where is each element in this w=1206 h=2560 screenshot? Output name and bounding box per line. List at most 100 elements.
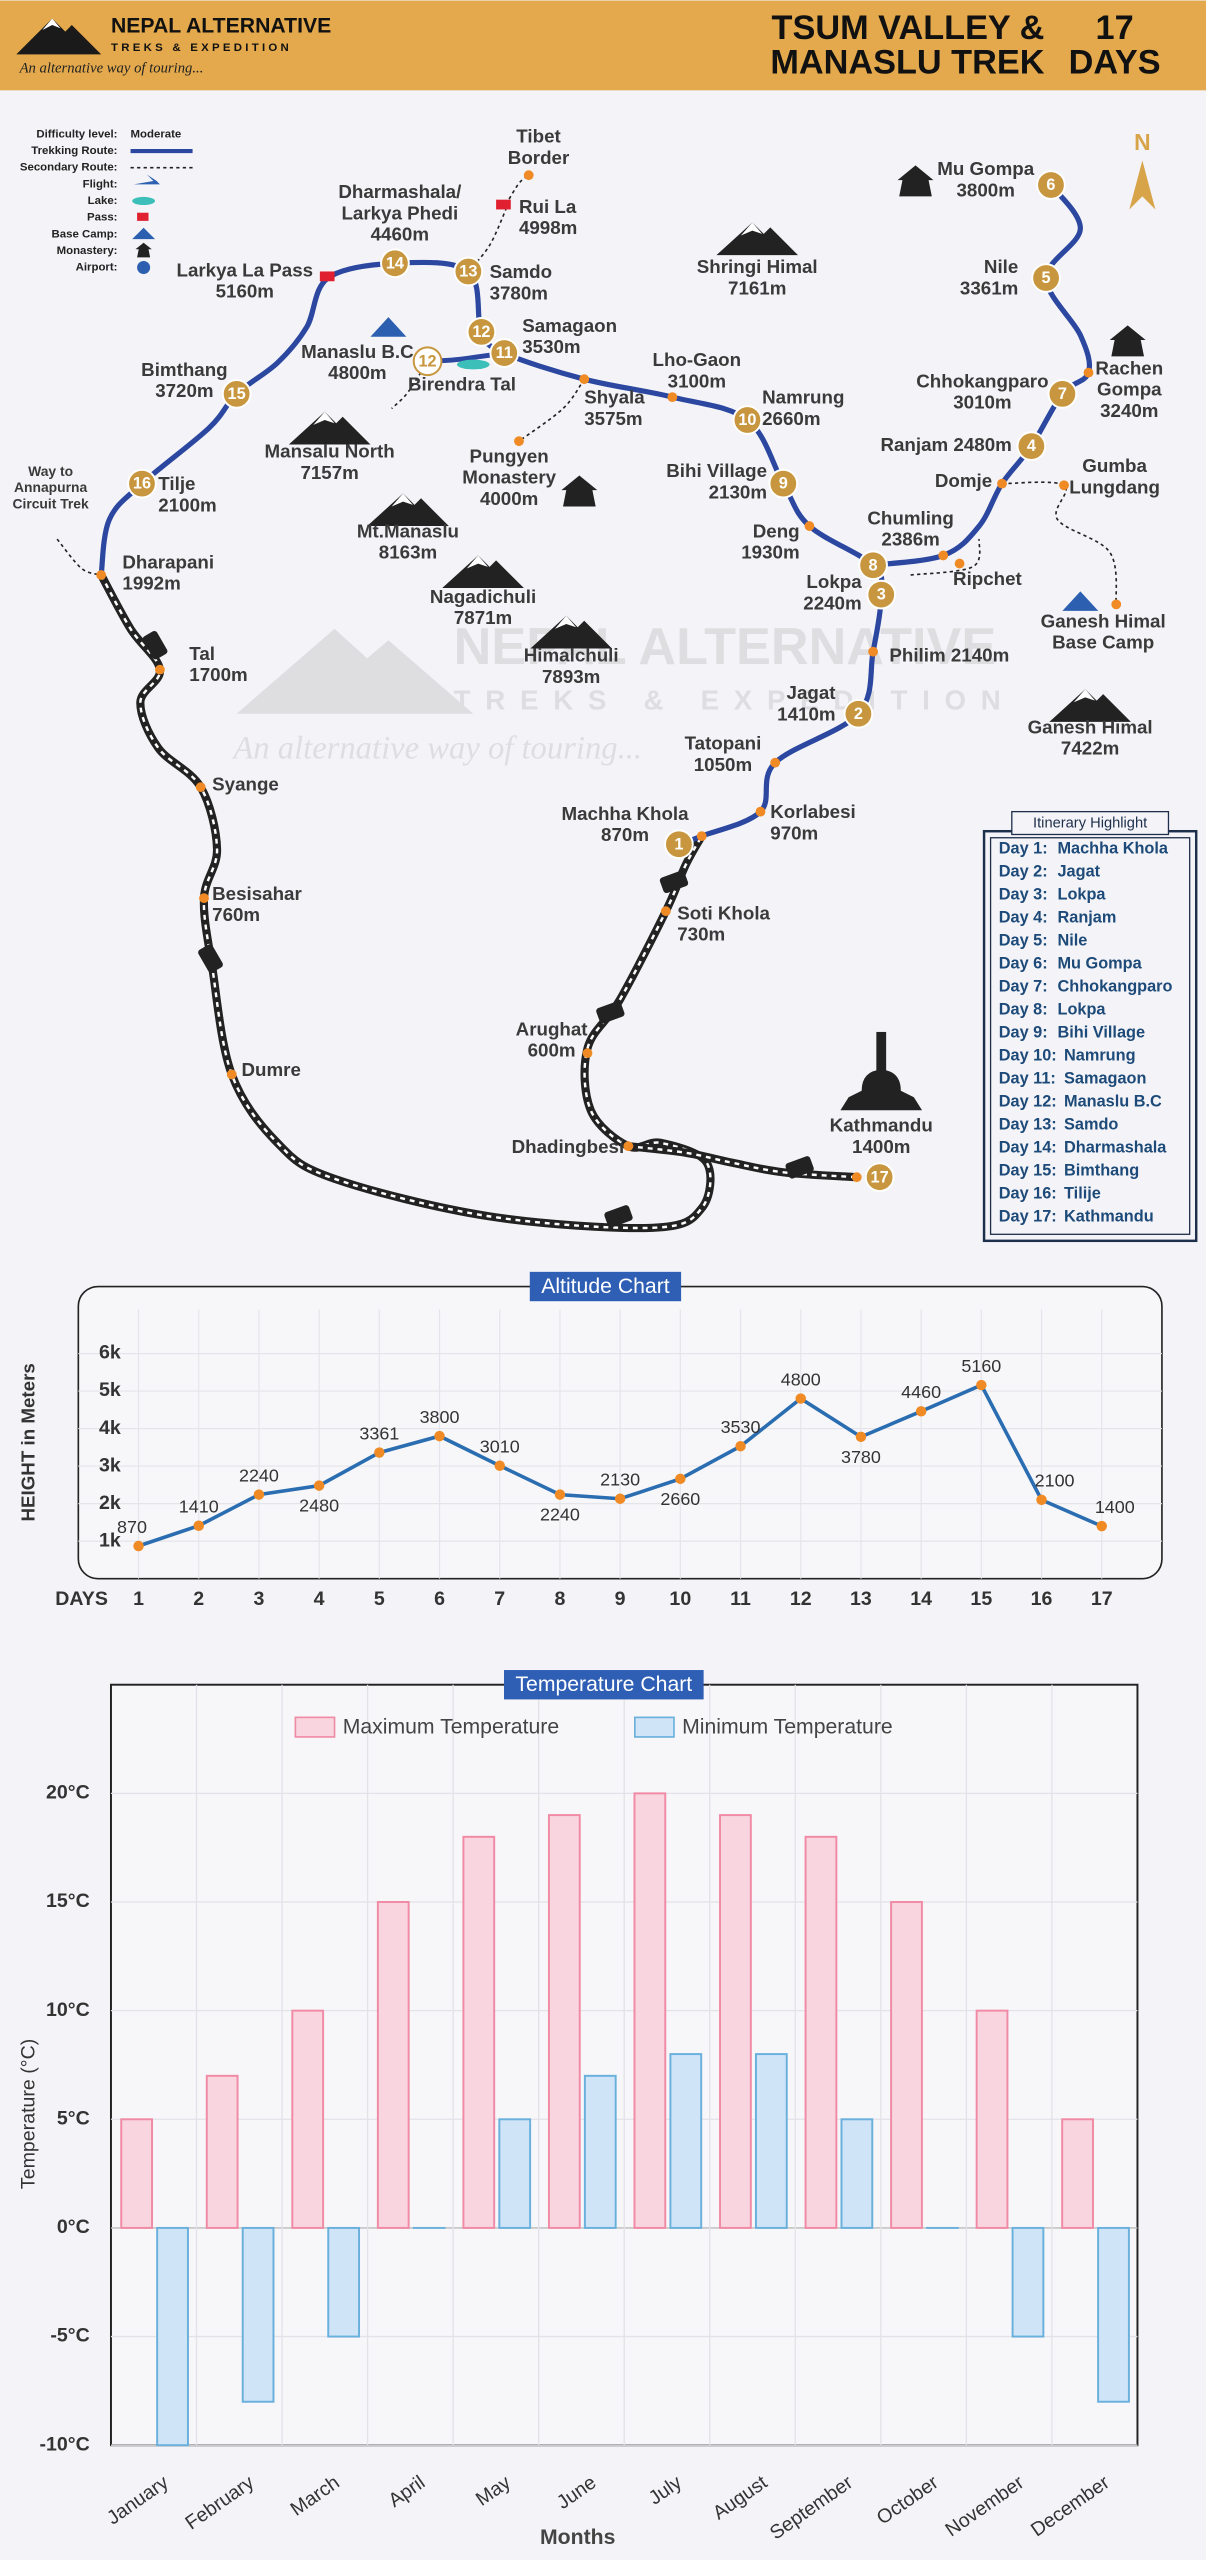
altitude-point: [675, 1473, 686, 1485]
day-number: 17: [871, 1168, 889, 1186]
place-label: Korlabesi: [770, 801, 855, 822]
legend-label: Base Camp:: [52, 228, 118, 240]
day-marker: [453, 256, 484, 287]
place-label: Manaslu B.C: [301, 341, 414, 362]
place-dot: [954, 558, 965, 569]
place-dot: [696, 831, 707, 842]
place-label: 3800m: [956, 179, 1014, 200]
place-dot: [851, 1172, 862, 1183]
itinerary-place: Bihi Village: [1057, 1024, 1145, 1042]
day-number: 11: [496, 344, 513, 362]
chart-title: Altitude Chart: [541, 1275, 670, 1298]
day-marker: [466, 316, 497, 347]
header-band: [0, 0, 1206, 91]
y-tick-label: 10°C: [46, 1999, 90, 2021]
place-label: 1410m: [777, 703, 835, 724]
place-label: 3530m: [522, 336, 580, 357]
place-dot: [660, 906, 671, 917]
place-label: 3361m: [960, 277, 1018, 298]
brand-sub: TREKS & EXPEDITION: [111, 42, 292, 54]
place-label: Bimthang: [141, 359, 227, 380]
itinerary: Day 1: Machha Khola Day 2: Jagat Day 3: Lokpa…: [999, 839, 1173, 1225]
temperature-bar: [669, 2053, 703, 2229]
legend-label: Trekking Route:: [31, 145, 117, 157]
itinerary-place: Dharmashala: [1064, 1139, 1167, 1157]
y-tick-label: 5°C: [57, 2107, 90, 2129]
data-label: 2480: [299, 1496, 339, 1516]
place-label: 600m: [528, 1039, 576, 1060]
itinerary-day: Day 9:: [999, 1024, 1048, 1042]
x-tick-label: 4: [314, 1588, 325, 1610]
day-marker: [858, 550, 888, 581]
place-label: 1400m: [852, 1136, 910, 1157]
place-label: 2660m: [762, 408, 820, 429]
place-label: Monastery: [462, 467, 556, 488]
place-dot: [514, 436, 524, 447]
place-label: Lho-Gaon: [653, 349, 742, 370]
place-label: Tilje: [158, 473, 195, 494]
vehicle-icon: [659, 870, 689, 894]
place-label: Way to: [28, 463, 73, 479]
chart-title-pill: [529, 1271, 682, 1302]
legend-lake: [132, 196, 156, 206]
stupa-spire: [876, 1031, 887, 1072]
place-dot: [195, 782, 206, 793]
legend-label: Difficulty level:: [36, 128, 117, 140]
place-label: Deng: [753, 521, 800, 542]
days-count: 17: [1096, 9, 1134, 47]
x-tick-label: 5: [374, 1588, 385, 1610]
temperature-bar: [327, 2226, 361, 2338]
temperature-bar: [804, 1835, 838, 2229]
place-label: Himalchuli: [524, 645, 619, 666]
place-label: 7422m: [1061, 738, 1119, 759]
watermark-tagline: An alternative way of touring...: [231, 731, 642, 767]
mountain-icon: [288, 411, 371, 445]
day-marker: [489, 338, 520, 368]
day-marker: [1031, 263, 1061, 293]
itinerary-place: Kathmandu: [1064, 1208, 1154, 1226]
day-marker: [864, 1162, 895, 1193]
day-number: 1: [674, 835, 683, 853]
place-label: 870m: [601, 824, 649, 845]
place-label: Mu Gompa: [937, 158, 1034, 179]
temperature-bar: [156, 2226, 189, 2447]
place-label: Tal: [189, 643, 215, 664]
brand: NEPAL ALTERNATIVE: [111, 14, 331, 37]
place-label: Mansalu North: [265, 441, 395, 462]
x-tick-label: 7: [494, 1588, 505, 1610]
legend-label: Minimum Temperature: [682, 1716, 893, 1739]
place-label: Bihi Village: [666, 460, 767, 481]
temperature-bar: [291, 2009, 325, 2229]
data-label: 2130: [600, 1470, 640, 1490]
altitude-point: [434, 1430, 445, 1442]
tagline: An alternative way of touring...: [19, 60, 204, 76]
data-label: 3780: [841, 1447, 881, 1467]
day-marker: [412, 346, 443, 377]
mountain-snow: [313, 411, 335, 425]
place-label: Syange: [212, 773, 279, 794]
stupa-icon: [840, 1069, 923, 1111]
mountain-snow: [740, 222, 763, 236]
place-label: 4800m: [328, 362, 386, 383]
itinerary-place: Chhokangparo: [1057, 978, 1172, 996]
y-tick-label: 15°C: [46, 1890, 90, 1912]
day-number: 12: [418, 352, 436, 370]
x-tick-label: 16: [1031, 1588, 1053, 1610]
place-label: Gompa: [1097, 379, 1162, 400]
itinerary-day: Day 4:: [999, 909, 1048, 927]
itinerary-place: Nile: [1057, 932, 1087, 950]
vehicle-icon: [142, 630, 168, 660]
place-dot: [938, 550, 949, 561]
mountain-icon: [716, 222, 799, 256]
vehicle-icon: [604, 1205, 633, 1228]
place-dot: [96, 570, 107, 580]
mountain-icon: [367, 493, 449, 527]
place-dot: [868, 646, 878, 657]
road-dash: [628, 1144, 857, 1179]
itinerary-day: Day 3:: [999, 886, 1048, 904]
itinerary-place: Samdo: [1064, 1116, 1118, 1134]
place-label: Jagat: [787, 682, 837, 703]
y-tick-label: 3k: [99, 1454, 121, 1476]
chart-title-pill: [504, 1670, 704, 1700]
place-label: 7871m: [454, 607, 512, 628]
